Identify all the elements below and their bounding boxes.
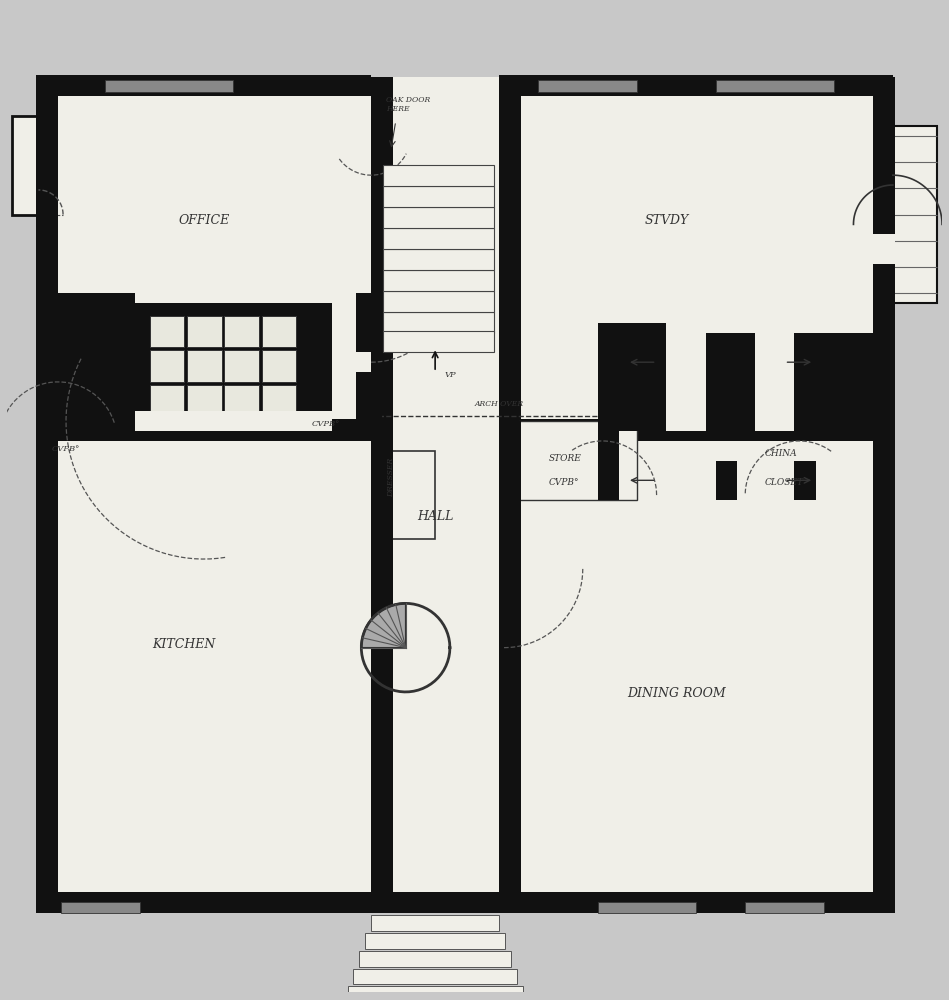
Text: OAK DOOR
HERE: OAK DOOR HERE: [386, 96, 430, 113]
Text: HALL: HALL: [417, 510, 454, 523]
Bar: [383, 207, 494, 228]
Bar: [383, 270, 494, 291]
Bar: [36, 419, 371, 441]
Bar: [598, 333, 666, 431]
Text: ARCH OVER: ARCH OVER: [474, 400, 524, 408]
Bar: [36, 75, 371, 96]
Bar: [225, 385, 259, 416]
Bar: [716, 461, 737, 500]
Bar: [706, 333, 755, 431]
Bar: [187, 350, 221, 382]
Bar: [716, 80, 834, 92]
Text: CLOSET: CLOSET: [765, 478, 804, 487]
Bar: [666, 333, 706, 431]
Bar: [519, 421, 637, 500]
Text: OFFICE: OFFICE: [178, 214, 230, 227]
Bar: [383, 291, 494, 312]
Text: CVPB°: CVPB°: [51, 445, 80, 453]
Bar: [383, 331, 494, 352]
Bar: [371, 915, 499, 931]
Bar: [365, 933, 505, 949]
Bar: [873, 234, 895, 264]
Bar: [371, 77, 393, 155]
Bar: [381, 451, 436, 539]
Bar: [353, 969, 517, 984]
Bar: [794, 461, 816, 500]
Text: DRESSER: DRESSER: [387, 458, 395, 497]
Bar: [187, 316, 221, 347]
Bar: [150, 350, 184, 382]
Bar: [262, 316, 296, 347]
Bar: [262, 350, 296, 382]
Bar: [538, 80, 637, 92]
Bar: [598, 323, 666, 362]
Bar: [347, 986, 523, 1000]
Bar: [371, 421, 393, 569]
Bar: [12, 116, 40, 215]
Bar: [499, 77, 521, 913]
Bar: [745, 902, 824, 913]
Wedge shape: [362, 603, 405, 648]
Text: CHINA: CHINA: [765, 449, 797, 458]
Bar: [383, 165, 494, 186]
Bar: [125, 303, 332, 431]
Bar: [519, 419, 873, 441]
Text: CVPB°: CVPB°: [312, 420, 341, 428]
Bar: [36, 77, 893, 913]
Bar: [225, 316, 259, 347]
Bar: [225, 350, 259, 382]
Bar: [150, 385, 184, 416]
Bar: [262, 385, 296, 416]
Bar: [56, 293, 135, 421]
Bar: [383, 186, 494, 207]
Bar: [893, 126, 937, 303]
Bar: [36, 77, 58, 913]
Bar: [499, 77, 521, 913]
Text: STVDY: STVDY: [644, 214, 689, 227]
Bar: [357, 293, 382, 352]
Bar: [187, 385, 221, 416]
Text: KITCHEN: KITCHEN: [153, 638, 215, 651]
Bar: [36, 892, 893, 913]
Bar: [598, 902, 696, 913]
Bar: [150, 316, 184, 347]
Bar: [794, 333, 873, 431]
Bar: [499, 75, 893, 96]
Text: DINING ROOM: DINING ROOM: [627, 687, 726, 700]
Text: STORE: STORE: [549, 454, 581, 463]
Bar: [360, 951, 511, 967]
Text: CVPB°: CVPB°: [549, 478, 579, 487]
Bar: [383, 249, 494, 270]
Text: VP: VP: [445, 371, 456, 379]
Bar: [371, 77, 393, 913]
Bar: [499, 421, 521, 569]
Bar: [105, 80, 233, 92]
Bar: [357, 372, 382, 441]
Bar: [598, 421, 619, 500]
Bar: [383, 228, 494, 249]
Bar: [56, 372, 135, 421]
Bar: [135, 411, 332, 431]
Bar: [61, 902, 140, 913]
Bar: [371, 77, 393, 913]
Bar: [755, 333, 794, 431]
Bar: [873, 77, 895, 913]
Bar: [499, 77, 521, 155]
Bar: [383, 312, 494, 333]
